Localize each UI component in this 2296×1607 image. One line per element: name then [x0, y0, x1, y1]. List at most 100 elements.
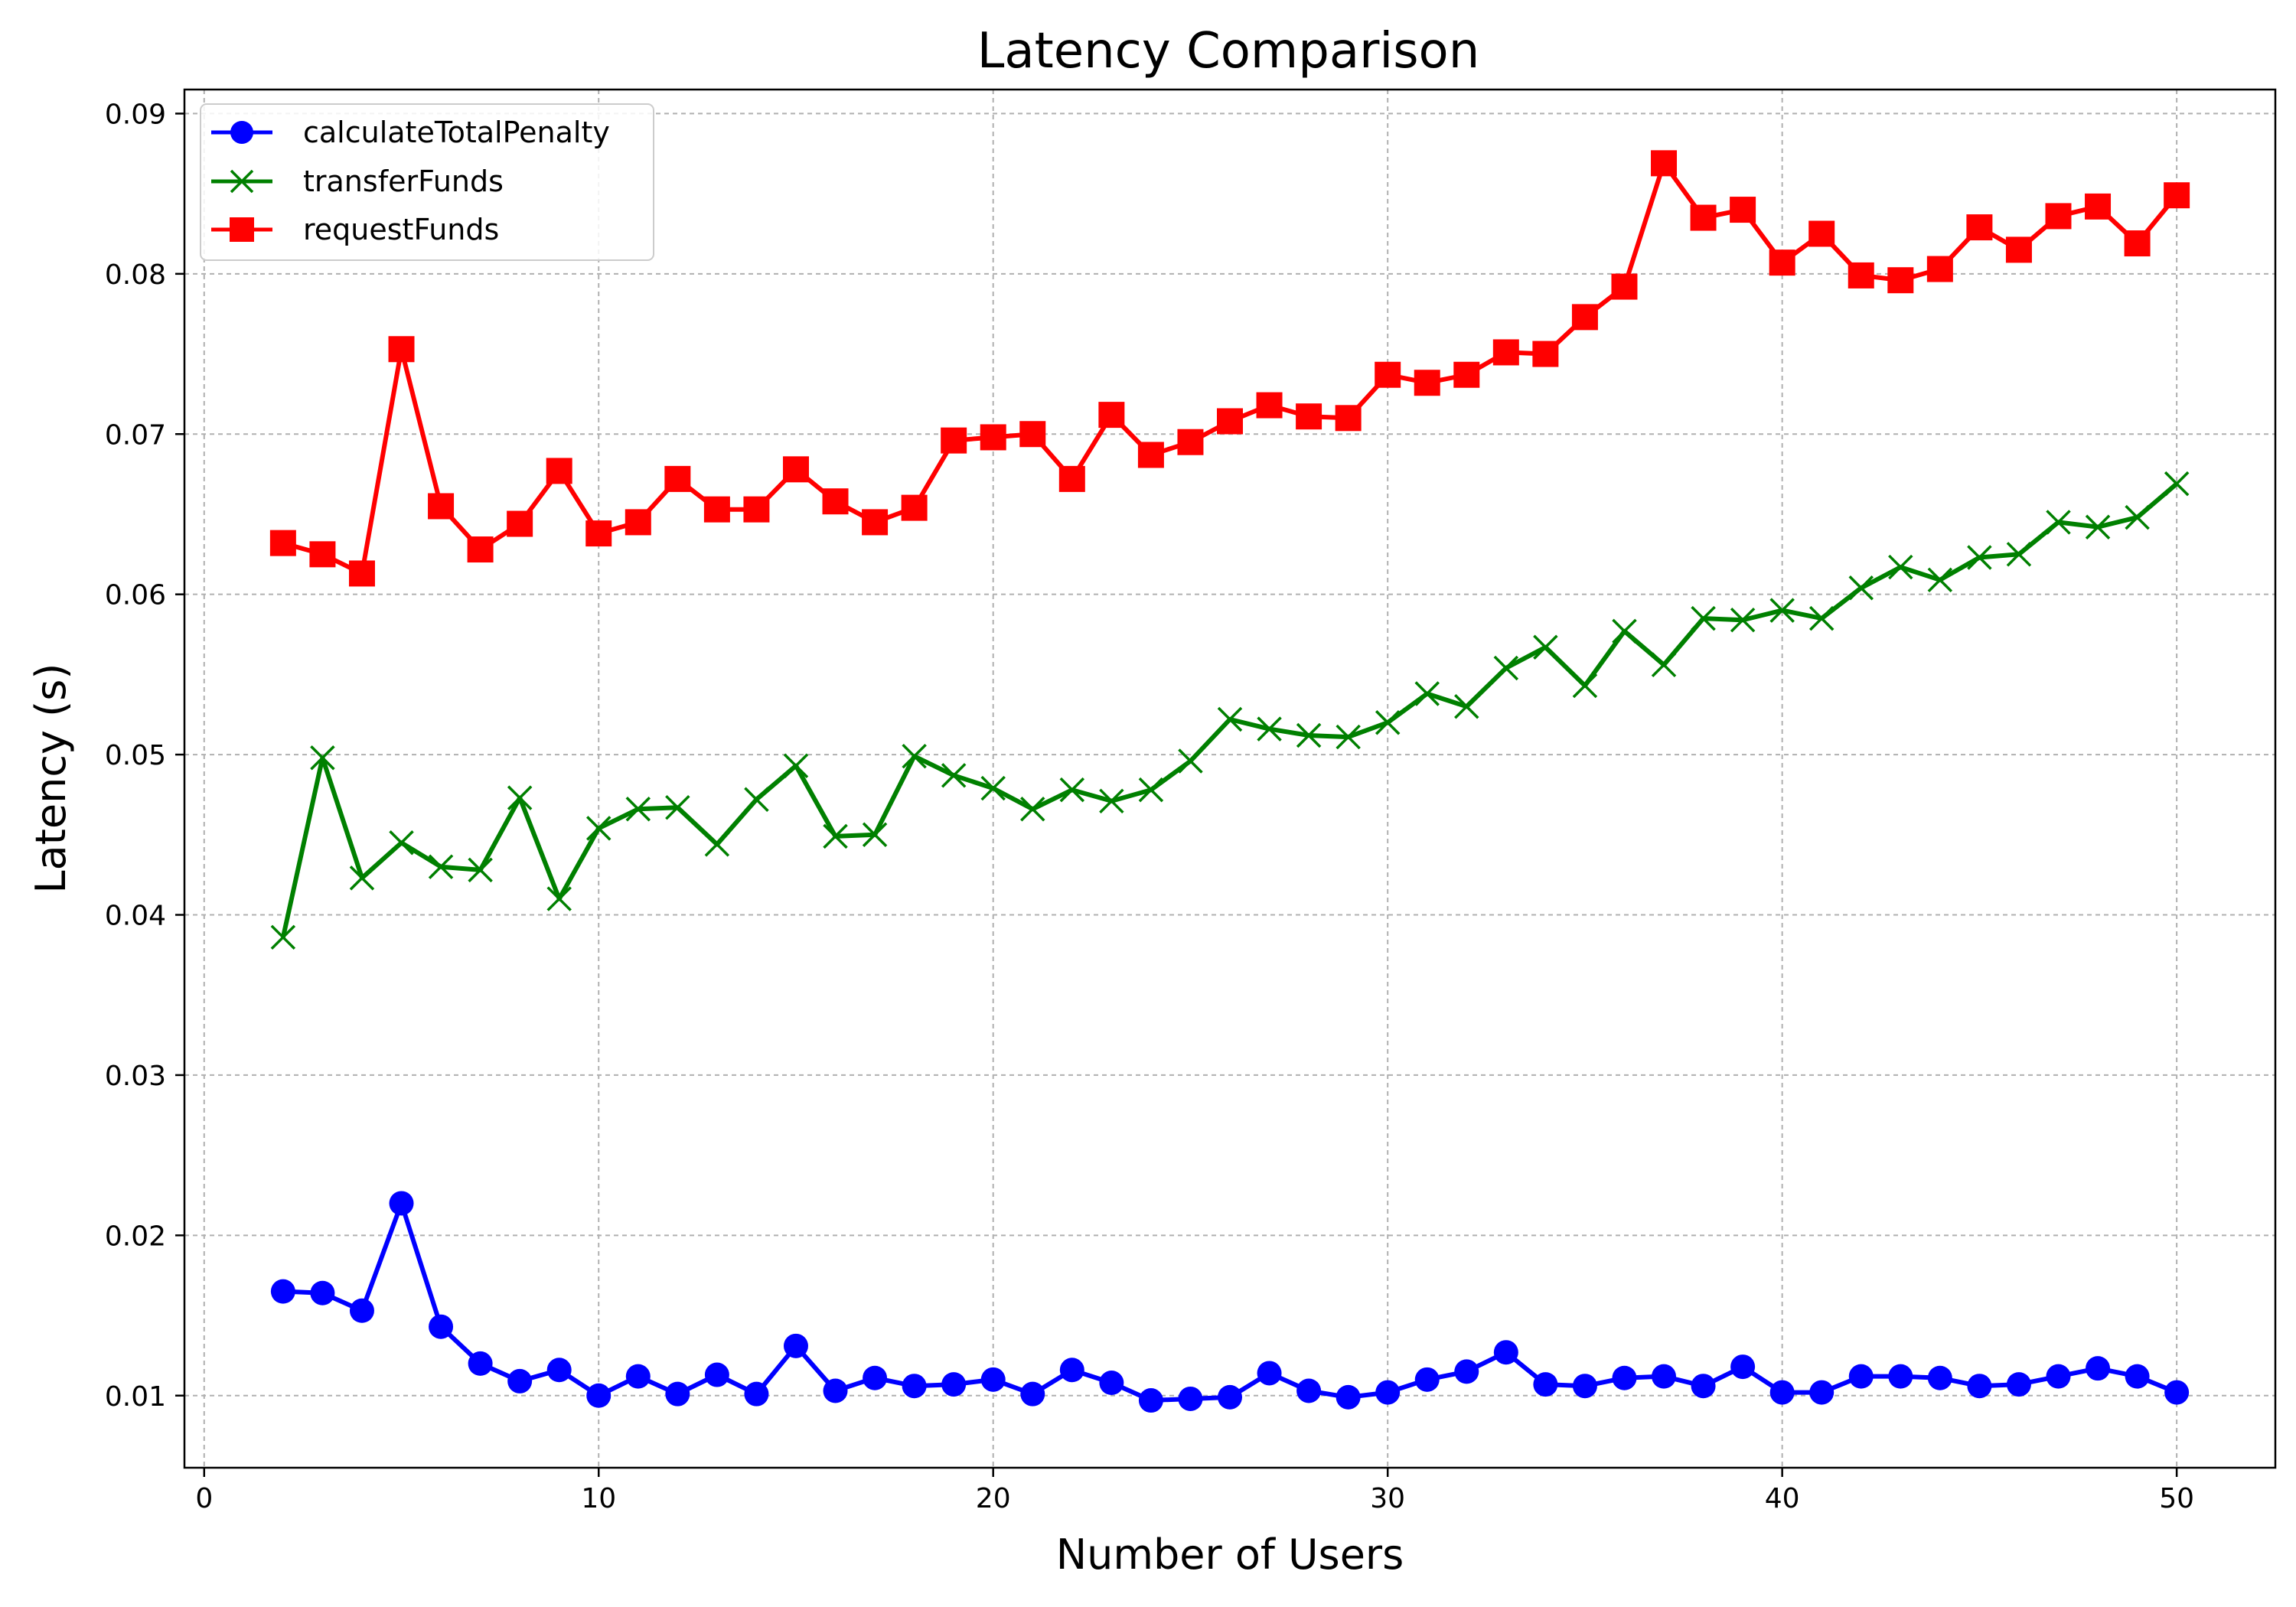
x-tick-label: 10 — [581, 1483, 616, 1514]
data-point — [546, 886, 572, 911]
data-point — [546, 458, 572, 484]
data-point — [2045, 203, 2072, 230]
y-tick-label: 0.06 — [105, 580, 166, 611]
data-point — [1217, 408, 1243, 435]
data-point — [862, 822, 888, 848]
data-point — [1217, 706, 1243, 732]
data-point — [389, 830, 414, 856]
x-tick-label: 30 — [1370, 1483, 1405, 1514]
data-point — [1848, 575, 1874, 601]
data-point — [2125, 1364, 2150, 1389]
y-tick-label: 0.04 — [105, 901, 166, 932]
data-point — [1058, 465, 1085, 492]
legend-label-transferFunds: transferFunds — [303, 165, 504, 198]
data-point — [586, 816, 612, 841]
data-point — [1572, 673, 1598, 699]
data-point — [1257, 1361, 1282, 1386]
data-point — [1572, 1374, 1597, 1399]
data-point — [1178, 1386, 1203, 1411]
data-point — [902, 743, 927, 769]
data-point — [1611, 273, 1638, 300]
data-point — [507, 785, 533, 810]
data-point — [664, 465, 691, 492]
data-point — [1651, 150, 1678, 177]
y-tick-label: 0.09 — [105, 99, 166, 130]
data-point — [1769, 249, 1795, 276]
data-point — [1454, 694, 1479, 719]
data-point — [1177, 429, 1204, 455]
data-point — [1612, 1365, 1637, 1390]
data-point — [1178, 748, 1203, 774]
data-point — [507, 1368, 533, 1393]
data-point — [2125, 504, 2150, 530]
data-point — [1809, 1380, 1835, 1405]
chart-title: Latency Comparison — [977, 23, 1480, 80]
data-point — [1967, 1374, 1992, 1399]
series-group — [269, 150, 2190, 1413]
data-point — [586, 1383, 612, 1408]
data-point — [1493, 1340, 1518, 1365]
data-point — [1730, 607, 1756, 633]
data-point — [2164, 1380, 2190, 1405]
data-point — [1533, 1372, 1558, 1397]
data-point — [1730, 197, 1756, 223]
data-point — [428, 493, 455, 520]
data-point — [389, 1191, 414, 1216]
data-point — [1375, 1380, 1401, 1405]
data-point — [822, 488, 849, 515]
data-point — [1926, 256, 1953, 282]
data-point — [1967, 545, 1992, 570]
data-point — [468, 1351, 493, 1376]
data-point — [1691, 1374, 1716, 1399]
data-point — [1769, 598, 1795, 623]
circle-marker-icon — [230, 121, 253, 144]
legend-entry-calculateTotalPenalty: calculateTotalPenalty — [211, 116, 610, 149]
data-point — [782, 456, 809, 483]
x-tick-label: 20 — [976, 1483, 1011, 1514]
data-point — [349, 1298, 374, 1323]
data-point — [1927, 567, 1953, 593]
data-point — [269, 530, 296, 556]
data-point — [783, 753, 809, 778]
data-point — [1335, 405, 1362, 432]
data-point — [625, 509, 651, 536]
x-marker-icon — [230, 169, 254, 194]
data-point — [1098, 402, 1125, 429]
data-point — [1691, 605, 1716, 631]
y-tick-label: 0.01 — [105, 1381, 166, 1413]
data-point — [2085, 193, 2112, 220]
data-point — [1375, 361, 1401, 388]
data-point — [1059, 1358, 1084, 1383]
data-point — [1414, 370, 1440, 396]
data-point — [1414, 1367, 1440, 1392]
y-axis-label: Latency (s) — [27, 663, 75, 894]
data-point — [1730, 1354, 1756, 1380]
data-point — [429, 1314, 454, 1339]
data-point — [1257, 716, 1282, 742]
data-point — [585, 520, 612, 547]
data-point — [1769, 1380, 1795, 1405]
data-point — [704, 832, 730, 857]
data-point — [1966, 214, 1993, 241]
data-point — [349, 865, 375, 891]
data-point — [1454, 1359, 1479, 1384]
plot-area-frame — [183, 88, 2277, 1469]
data-point — [980, 775, 1006, 801]
data-point — [862, 509, 889, 536]
data-point — [1059, 777, 1085, 803]
data-point — [1336, 1384, 1361, 1410]
data-point — [1848, 262, 1874, 288]
y-tick-label: 0.07 — [105, 419, 166, 451]
data-point — [2164, 471, 2190, 497]
x-axis-label: Number of Users — [1056, 1530, 1404, 1579]
data-point — [2005, 236, 2032, 263]
legend-entry-transferFunds: transferFunds — [211, 165, 504, 198]
data-point — [388, 336, 415, 363]
data-point — [1532, 341, 1559, 367]
legend-entry-requestFunds: requestFunds — [211, 213, 499, 246]
data-point — [1336, 724, 1361, 750]
legend: calculateTotalPenalty transferFunds requ… — [200, 103, 654, 261]
data-point — [1612, 618, 1637, 644]
x-tick-label: 0 — [195, 1483, 213, 1514]
y-tick-label: 0.02 — [105, 1221, 166, 1252]
